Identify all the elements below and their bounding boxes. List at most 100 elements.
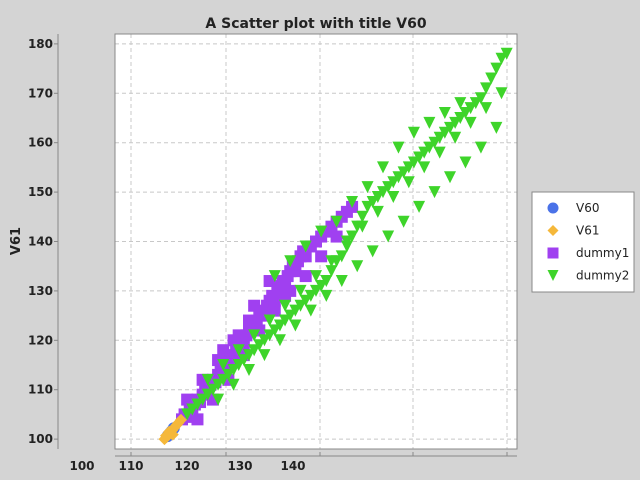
data-point-dummy1 bbox=[243, 314, 255, 327]
data-point-dummy2 bbox=[449, 131, 462, 144]
y-tick-label: 180 bbox=[28, 37, 53, 51]
y-tick-label: 160 bbox=[28, 136, 53, 150]
data-point-dummy2 bbox=[217, 373, 230, 386]
data-point-dummy2 bbox=[294, 284, 307, 297]
x-tick-label: 100 bbox=[69, 459, 94, 473]
data-point-dummy2 bbox=[377, 161, 389, 174]
data-point-dummy2 bbox=[382, 181, 395, 194]
data-point-dummy2 bbox=[335, 250, 348, 263]
legend-marker-V60 bbox=[547, 202, 559, 214]
x-tick-label: 130 bbox=[227, 459, 252, 473]
data-point-dummy2 bbox=[387, 176, 400, 189]
data-point-dummy2 bbox=[438, 107, 451, 120]
legend-label-V61: V61 bbox=[576, 224, 599, 238]
data-point-dummy2 bbox=[237, 354, 250, 367]
legend-marker-V61 bbox=[547, 225, 559, 236]
data-point-dummy2 bbox=[263, 329, 276, 342]
data-point-dummy2 bbox=[253, 339, 266, 352]
data-point-dummy2 bbox=[397, 166, 410, 179]
data-point-dummy2 bbox=[315, 225, 328, 238]
data-point-dummy2 bbox=[464, 102, 477, 115]
data-point-dummy2 bbox=[232, 359, 245, 372]
data-point-dummy2 bbox=[289, 304, 302, 317]
data-point-dummy2 bbox=[418, 146, 431, 159]
data-point-dummy2 bbox=[495, 87, 508, 100]
data-point-dummy2 bbox=[469, 97, 482, 110]
legend-label-V60: V60 bbox=[576, 201, 599, 215]
data-point-dummy2 bbox=[377, 186, 389, 199]
data-point-dummy2 bbox=[258, 349, 271, 362]
plot-border bbox=[114, 33, 518, 450]
legend-marker-dummy2 bbox=[547, 270, 559, 281]
data-point-dummy2 bbox=[340, 235, 353, 248]
data-point-dummy1 bbox=[315, 250, 328, 263]
data-point-dummy2 bbox=[284, 309, 297, 322]
data-point-dummy2 bbox=[449, 116, 462, 129]
data-point-dummy2 bbox=[294, 299, 307, 312]
data-point-dummy2 bbox=[407, 156, 420, 169]
legend-items: V60 V61 dummy1 dummy2 bbox=[547, 201, 629, 283]
data-point-dummy2 bbox=[402, 161, 415, 174]
data-point-dummy2 bbox=[335, 275, 348, 288]
y-tick-label: 150 bbox=[28, 185, 53, 199]
data-point-dummy2 bbox=[407, 126, 420, 139]
data-point-dummy2 bbox=[366, 195, 379, 208]
data-point-dummy2 bbox=[315, 279, 328, 292]
data-point-dummy2 bbox=[206, 383, 219, 396]
data-point-dummy2 bbox=[304, 304, 317, 317]
y-tick-label: 140 bbox=[28, 235, 53, 249]
data-point-dummy2 bbox=[310, 270, 322, 283]
data-point-dummy2 bbox=[490, 62, 503, 75]
data-point-V61 bbox=[174, 413, 187, 426]
data-point-dummy2 bbox=[222, 368, 235, 381]
data-point-dummy2 bbox=[459, 107, 472, 120]
data-point-dummy2 bbox=[433, 131, 446, 144]
data-point-dummy2 bbox=[371, 205, 384, 218]
data-point-dummy2 bbox=[217, 359, 230, 372]
data-point-dummy2 bbox=[248, 344, 261, 357]
legend: V60 V61 dummy1 dummy2 bbox=[531, 191, 635, 293]
data-point-dummy2 bbox=[438, 126, 451, 139]
data-point-dummy2 bbox=[201, 388, 214, 401]
data-points bbox=[158, 47, 513, 446]
grid-lines bbox=[115, 34, 517, 449]
legend-label-dummy2: dummy2 bbox=[576, 269, 629, 283]
data-point-dummy2 bbox=[459, 156, 472, 169]
x-tick-label: 120 bbox=[174, 459, 199, 473]
data-point-dummy1 bbox=[284, 284, 297, 297]
data-point-dummy2 bbox=[212, 378, 225, 391]
data-point-dummy2 bbox=[186, 403, 199, 416]
data-point-dummy2 bbox=[433, 146, 446, 159]
y-tick-label: 170 bbox=[28, 86, 53, 100]
data-point-dummy2 bbox=[397, 215, 410, 228]
data-point-dummy2 bbox=[361, 200, 374, 213]
data-point-dummy1 bbox=[289, 265, 302, 278]
data-point-dummy1 bbox=[248, 299, 261, 312]
data-point-dummy2 bbox=[284, 255, 297, 268]
data-point-dummy2 bbox=[320, 289, 333, 302]
data-point-dummy2 bbox=[485, 72, 498, 85]
data-point-dummy1 bbox=[299, 270, 312, 283]
data-point-dummy2 bbox=[392, 171, 405, 184]
data-point-dummy2 bbox=[346, 195, 359, 208]
data-point-dummy1 bbox=[299, 250, 312, 263]
data-point-dummy2 bbox=[201, 373, 214, 386]
data-point-dummy2 bbox=[371, 191, 384, 204]
data-point-dummy2 bbox=[320, 275, 333, 288]
data-point-dummy2 bbox=[490, 121, 503, 134]
data-point-dummy2 bbox=[243, 349, 255, 362]
data-point-dummy2 bbox=[387, 191, 400, 204]
legend-marker-dummy1 bbox=[547, 247, 559, 259]
x-tick-label: 110 bbox=[118, 459, 143, 473]
data-point-dummy2 bbox=[289, 319, 302, 332]
data-point-dummy2 bbox=[196, 393, 209, 406]
data-point-dummy2 bbox=[495, 52, 508, 65]
data-point-dummy2 bbox=[248, 329, 261, 342]
data-point-dummy2 bbox=[351, 260, 364, 273]
data-point-dummy2 bbox=[263, 314, 276, 327]
data-point-dummy2 bbox=[366, 245, 379, 258]
data-point-dummy2 bbox=[428, 186, 441, 199]
data-point-dummy1 bbox=[191, 413, 204, 426]
data-point-dummy2 bbox=[413, 200, 426, 213]
